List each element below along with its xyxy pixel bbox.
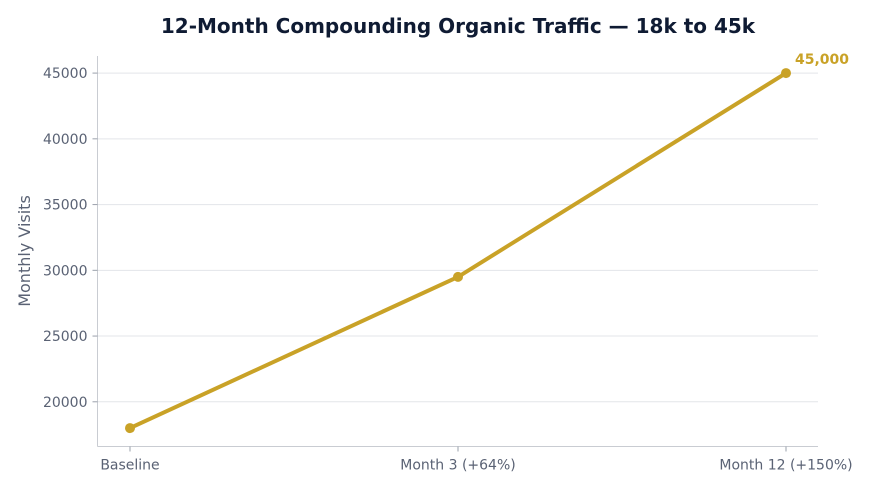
x-tick-label: Month 3 (+64%) xyxy=(400,458,515,474)
y-tick-label: 45000 xyxy=(43,66,88,82)
series-line xyxy=(128,71,788,431)
series-group xyxy=(125,68,791,434)
data-point-0 xyxy=(125,423,135,434)
data-labels: 45,000 xyxy=(795,52,849,68)
y-axis-ticks: 20000 25000 30000 35000 40000 45000 xyxy=(43,66,98,411)
x-tick-label: Baseline xyxy=(100,458,159,474)
data-label: 45,000 xyxy=(795,52,849,68)
axes xyxy=(97,56,818,447)
x-axis-ticks: Baseline Month 3 (+64%) Month 12 (+150%) xyxy=(100,446,853,474)
x-tick-label: Month 12 (+150%) xyxy=(719,458,852,474)
data-point-2 xyxy=(781,68,791,79)
data-point-1 xyxy=(453,271,463,282)
y-axis-label: Monthly Visits xyxy=(15,195,34,307)
y-tick-label: 40000 xyxy=(43,132,88,148)
y-tick-label: 20000 xyxy=(43,395,88,411)
y-tick-label: 25000 xyxy=(43,329,88,345)
y-tick-label: 30000 xyxy=(43,263,88,279)
chart-title: 12-Month Compounding Organic Traffic — 1… xyxy=(161,14,756,38)
y-tick-label: 35000 xyxy=(43,198,88,214)
gridlines xyxy=(97,72,818,403)
